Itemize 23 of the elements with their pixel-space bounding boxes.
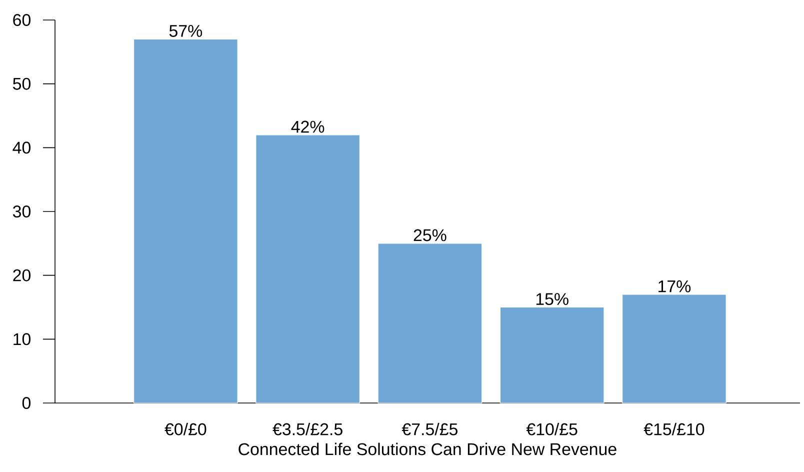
x-tick-label: €3.5/£2.5 xyxy=(272,422,342,436)
bar xyxy=(500,306,604,404)
y-tick-label: 50 xyxy=(12,78,30,90)
y-tick-label: 30 xyxy=(12,206,30,218)
y-tick-label: 40 xyxy=(12,142,30,154)
bar xyxy=(378,243,482,404)
data-label: 15% xyxy=(536,293,568,306)
bar xyxy=(256,134,360,404)
data-label: 17% xyxy=(658,280,691,292)
data-label: 25% xyxy=(414,229,446,242)
x-tick-label: €7.5/£5 xyxy=(402,422,458,436)
y-tick-label: 10 xyxy=(14,333,30,346)
x-axis-title: Connected Life Solutions Can Drive New Revenue xyxy=(238,442,616,456)
y-tick-label: 0 xyxy=(22,397,30,409)
x-tick-label: €0/£0 xyxy=(164,422,206,436)
bar xyxy=(133,38,238,404)
bar xyxy=(622,294,726,404)
data-label: 57% xyxy=(169,25,202,37)
y-tick-label: 20 xyxy=(13,269,30,282)
x-tick-label: €10/£5 xyxy=(526,422,578,436)
data-label: 42% xyxy=(291,120,324,133)
y-tick-label: 60 xyxy=(13,14,30,26)
x-tick-label: €15/£10 xyxy=(644,422,704,436)
